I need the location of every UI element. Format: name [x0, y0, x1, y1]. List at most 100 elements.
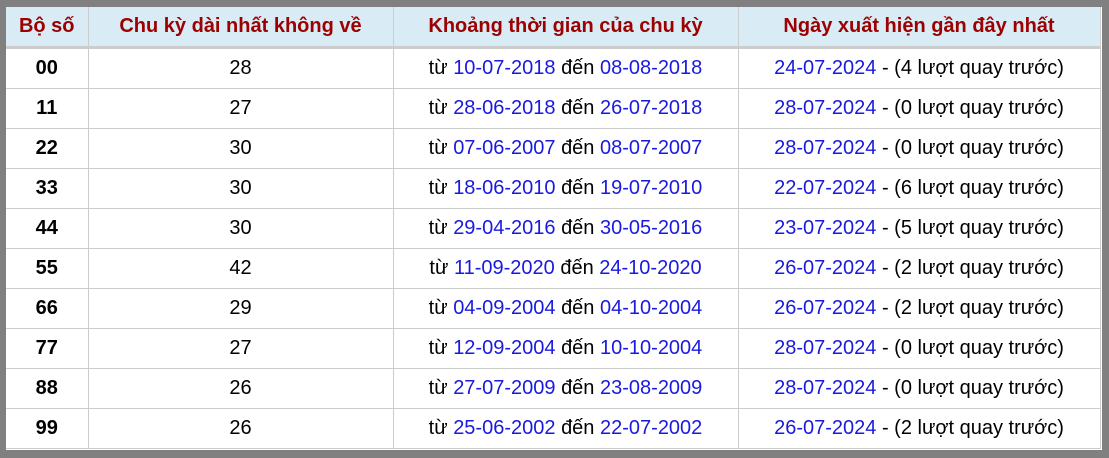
last-date-link[interactable]: 28-07-2024: [774, 377, 877, 399]
period-cell: từ 28-06-2018 đến 26-07-2018: [392, 88, 739, 129]
from-label: từ: [428, 137, 448, 159]
from-label: từ: [428, 337, 448, 359]
number-cell: 33: [6, 168, 89, 209]
draws-ago-suffix: lượt quay trước): [911, 377, 1064, 399]
start-date-link[interactable]: 25-06-2002: [453, 417, 556, 439]
period-cell: từ 12-09-2004 đến 10-10-2004: [392, 328, 739, 369]
draws-ago-suffix: lượt quay trước): [911, 417, 1064, 439]
end-date-link[interactable]: 08-08-2018: [600, 57, 703, 79]
dash: -: [876, 57, 895, 79]
start-date-link[interactable]: 10-07-2018: [453, 57, 556, 79]
open-paren: (: [894, 297, 901, 319]
number-cell: 55: [6, 248, 89, 289]
last-date-link[interactable]: 28-07-2024: [774, 337, 877, 359]
draws-ago: 2: [900, 297, 912, 319]
from-label: từ: [428, 217, 448, 239]
to-label: đến: [561, 177, 595, 199]
open-paren: (: [894, 57, 901, 79]
last-date-cell: 23-07-2024 - (5 lượt quay trước): [737, 208, 1101, 249]
start-date-link[interactable]: 12-09-2004: [453, 337, 556, 359]
draws-ago-suffix: lượt quay trước): [911, 217, 1064, 239]
last-date-link[interactable]: 28-07-2024: [774, 97, 877, 119]
start-date-link[interactable]: 07-06-2007: [453, 137, 556, 159]
last-date-link[interactable]: 26-07-2024: [774, 257, 877, 279]
draws-ago: 0: [900, 337, 912, 359]
draws-ago-suffix: lượt quay trước): [911, 137, 1064, 159]
last-date-link[interactable]: 26-07-2024: [774, 297, 877, 319]
last-date-cell: 28-07-2024 - (0 lượt quay trước): [737, 328, 1101, 369]
number-cell: 44: [6, 208, 89, 249]
period-cell: từ 29-04-2016 đến 30-05-2016: [392, 208, 739, 249]
to-label: đến: [561, 137, 595, 159]
period-cell: từ 04-09-2004 đến 04-10-2004: [392, 288, 739, 329]
open-paren: (: [894, 177, 901, 199]
start-date-link[interactable]: 04-09-2004: [453, 297, 556, 319]
number-cell: 66: [6, 288, 89, 329]
period-cell: từ 07-06-2007 đến 08-07-2007: [392, 128, 739, 169]
open-paren: (: [894, 337, 901, 359]
end-date-link[interactable]: 08-07-2007: [600, 137, 703, 159]
number-cell: 77: [6, 328, 89, 369]
table-row: 99 26 từ 25-06-2002 đến 22-07-2002 26-07-20…: [6, 408, 1101, 449]
start-date-link[interactable]: 11-09-2020: [453, 257, 555, 279]
to-label: đến: [561, 417, 595, 439]
start-date-link[interactable]: 28-06-2018: [453, 97, 556, 119]
header-period: Khoảng thời gian của chu kỳ: [392, 7, 739, 49]
to-label: đến: [561, 297, 595, 319]
last-date-link[interactable]: 23-07-2024: [774, 217, 877, 239]
last-date-cell: 26-07-2024 - (2 lượt quay trước): [737, 408, 1101, 449]
to-label: đến: [561, 377, 595, 399]
from-label: từ: [428, 377, 448, 399]
end-date-link[interactable]: 26-07-2018: [600, 97, 703, 119]
draws-ago: 0: [900, 97, 912, 119]
last-date-cell: 28-07-2024 - (0 lượt quay trước): [737, 368, 1101, 409]
start-date-link[interactable]: 29-04-2016: [453, 217, 556, 239]
from-label: từ: [428, 417, 448, 439]
last-date-cell: 26-07-2024 - (2 lượt quay trước): [737, 248, 1101, 289]
header-cycle: Chu kỳ dài nhất không về: [87, 7, 394, 49]
open-paren: (: [894, 137, 901, 159]
cycle-cell: 26: [87, 368, 394, 409]
dash: -: [876, 377, 895, 399]
dash: -: [876, 97, 895, 119]
number-cell: 11: [6, 88, 89, 129]
stats-table-frame: Bộ số Chu kỳ dài nhất không về Khoảng th…: [6, 7, 1102, 450]
to-label: đến: [561, 97, 595, 119]
draws-ago-suffix: lượt quay trước): [911, 57, 1064, 79]
draws-ago: 2: [900, 417, 912, 439]
end-date-link[interactable]: 24-10-2020: [599, 257, 702, 279]
dash: -: [876, 417, 895, 439]
last-date-link[interactable]: 22-07-2024: [774, 177, 877, 199]
table-row: 77 27 từ 12-09-2004 đến 10-10-2004 28-07-20…: [6, 328, 1101, 369]
end-date-link[interactable]: 10-10-2004: [600, 337, 703, 359]
end-date-link[interactable]: 23-08-2009: [600, 377, 703, 399]
from-label: từ: [428, 57, 448, 79]
open-paren: (: [894, 417, 901, 439]
start-date-link[interactable]: 27-07-2009: [453, 377, 556, 399]
table-header-row: Bộ số Chu kỳ dài nhất không về Khoảng th…: [6, 7, 1101, 49]
end-date-link[interactable]: 04-10-2004: [600, 297, 703, 319]
table-row: 88 26 từ 27-07-2009 đến 23-08-2009 28-07-20…: [6, 368, 1101, 409]
header-number: Bộ số: [6, 7, 89, 49]
last-date-link[interactable]: 24-07-2024: [774, 57, 877, 79]
end-date-link[interactable]: 19-07-2010: [600, 177, 703, 199]
last-date-link[interactable]: 28-07-2024: [774, 137, 877, 159]
draws-ago: 0: [900, 377, 912, 399]
table-row: 66 29 từ 04-09-2004 đến 04-10-2004 26-07-20…: [6, 288, 1101, 329]
dash: -: [876, 337, 895, 359]
draws-ago: 0: [900, 137, 912, 159]
table-row: 33 30 từ 18-06-2010 đến 19-07-2010 22-07-20…: [6, 168, 1101, 209]
last-date-cell: 28-07-2024 - (0 lượt quay trước): [737, 128, 1101, 169]
last-date-link[interactable]: 26-07-2024: [774, 417, 877, 439]
last-date-cell: 24-07-2024 - (4 lượt quay trước): [737, 47, 1101, 89]
last-date-cell: 28-07-2024 - (0 lượt quay trước): [737, 88, 1101, 129]
cycle-cell: 27: [87, 88, 394, 129]
number-cell: 88: [6, 368, 89, 409]
end-date-link[interactable]: 30-05-2016: [600, 217, 703, 239]
number-cell: 00: [6, 47, 89, 89]
number-cell: 22: [6, 128, 89, 169]
draws-ago-suffix: lượt quay trước): [911, 257, 1064, 279]
draws-ago: 2: [900, 257, 912, 279]
end-date-link[interactable]: 22-07-2002: [600, 417, 703, 439]
start-date-link[interactable]: 18-06-2010: [453, 177, 556, 199]
